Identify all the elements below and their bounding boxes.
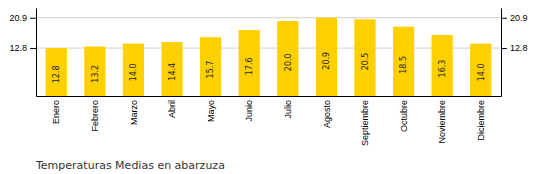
- data-label: 14.4: [168, 63, 177, 81]
- tick: Mayo: [206, 96, 216, 122]
- data-label: 13.2: [91, 65, 100, 83]
- tick: Marzo: [129, 96, 139, 125]
- tick: Julio: [283, 96, 293, 119]
- data-labels: 12.8 13.2 14.0 14.4 15.7 17.6 20.0 20.9 20.5 18.5…: [52, 52, 485, 83]
- grid: [36, 18, 501, 48]
- bar: [470, 44, 491, 96]
- tick-label: Marzo: [129, 100, 139, 125]
- tick-mark: [30, 48, 36, 49]
- data-label: 14.0: [477, 64, 486, 82]
- tick: 12.8: [9, 43, 36, 53]
- tick: 20.9: [9, 13, 36, 23]
- tick-label: 12.8: [9, 43, 27, 53]
- data-label: 14.0: [129, 64, 138, 82]
- chart: 12.8 13.2 14.0 14.4 15.7 17.6 20.0 20.9 20.5 18.5…: [0, 0, 537, 174]
- tick: 20.9: [501, 13, 528, 23]
- tick-label: Diciembre: [476, 100, 486, 141]
- axis-line: [37, 96, 502, 97]
- axis-line: [36, 9, 37, 97]
- tick: Septiembre: [360, 96, 370, 146]
- tick-label: 20.9: [9, 13, 27, 23]
- bars: [46, 18, 492, 96]
- axis-line: [501, 9, 502, 97]
- data-label: 18.5: [399, 56, 408, 74]
- tick-label: Mayo: [206, 100, 216, 122]
- tick-label: Septiembre: [360, 100, 370, 146]
- tick: Enero: [51, 96, 61, 124]
- tick-label: Abril: [167, 100, 177, 118]
- x-axis: Enero Febrero Marzo Abril Mayo Junio Julio Agos…: [37, 96, 502, 146]
- tick-label: 12.8: [510, 43, 528, 53]
- tick: Octubre: [399, 96, 409, 132]
- bar: [84, 47, 105, 96]
- data-label: 20.9: [322, 52, 331, 70]
- bar: [200, 37, 221, 96]
- data-label: 12.8: [52, 66, 61, 84]
- tick: Noviembre: [437, 96, 447, 144]
- tick-label: Julio: [283, 100, 293, 119]
- data-label: 20.0: [284, 53, 293, 71]
- tick: Abril: [167, 96, 177, 118]
- tick-mark: [30, 18, 36, 19]
- y2-axis: 12.8 20.9: [501, 9, 528, 97]
- tick-label: Agosto: [322, 100, 332, 128]
- tick-label: Noviembre: [437, 100, 447, 144]
- data-label: 20.5: [361, 53, 370, 71]
- bar: [239, 30, 260, 96]
- tick-label: Enero: [51, 100, 61, 124]
- bar: [277, 21, 298, 96]
- bar: [161, 42, 182, 96]
- tick: Junio: [244, 96, 254, 122]
- tick-label: 20.9: [510, 13, 528, 23]
- bar: [393, 27, 414, 96]
- bar: [46, 48, 67, 96]
- bar: [354, 19, 375, 96]
- data-label: 17.6: [245, 57, 254, 75]
- tick: Diciembre: [476, 96, 486, 141]
- tick-mark: [501, 48, 507, 49]
- tick-label: Junio: [244, 100, 254, 122]
- bar: [316, 18, 337, 96]
- tick: 12.8: [501, 43, 528, 53]
- bar: [432, 35, 453, 96]
- grid-line: [36, 48, 501, 49]
- plot: 12.8 13.2 14.0 14.4 15.7 17.6 20.0 20.9 20.5 18.5…: [9, 9, 527, 147]
- title: Temperaturas Medias en abarzuza: [35, 159, 225, 172]
- grid-line: [36, 17, 501, 18]
- bar: [123, 44, 144, 96]
- tick-label: Febrero: [90, 100, 100, 132]
- tick-mark: [501, 18, 507, 19]
- tick-label: Octubre: [399, 100, 409, 132]
- y-axis: 12.8 20.9: [9, 9, 36, 97]
- data-label: 15.7: [206, 61, 215, 79]
- tick: Febrero: [90, 96, 100, 132]
- tick: Agosto: [322, 96, 332, 128]
- data-label: 16.3: [438, 60, 447, 78]
